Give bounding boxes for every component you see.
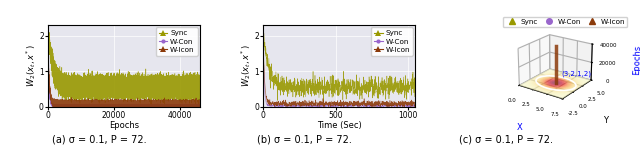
Legend: Sync, W-Con, W-Icon: Sync, W-Con, W-Icon bbox=[371, 27, 413, 56]
X-axis label: Time (Sec): Time (Sec) bbox=[317, 121, 362, 130]
Y-axis label: $W_2(x_t, x^*)$: $W_2(x_t, x^*)$ bbox=[239, 45, 253, 87]
Text: (a) σ = 0.1, P = 72.: (a) σ = 0.1, P = 72. bbox=[52, 134, 147, 144]
Text: (b) σ = 0.1, P = 72.: (b) σ = 0.1, P = 72. bbox=[257, 134, 351, 144]
Text: (c) σ = 0.1, P = 72.: (c) σ = 0.1, P = 72. bbox=[459, 134, 552, 144]
Y-axis label: Y: Y bbox=[603, 116, 608, 125]
Legend: Sync, W-Con, W-Icon: Sync, W-Con, W-Icon bbox=[156, 27, 198, 56]
Y-axis label: $W_2(x_t, x^*)$: $W_2(x_t, x^*)$ bbox=[24, 45, 38, 87]
X-axis label: Epochs: Epochs bbox=[109, 121, 139, 130]
X-axis label: X: X bbox=[516, 123, 522, 132]
Legend: Sync, W-Con, W-Icon: Sync, W-Con, W-Icon bbox=[503, 17, 627, 27]
